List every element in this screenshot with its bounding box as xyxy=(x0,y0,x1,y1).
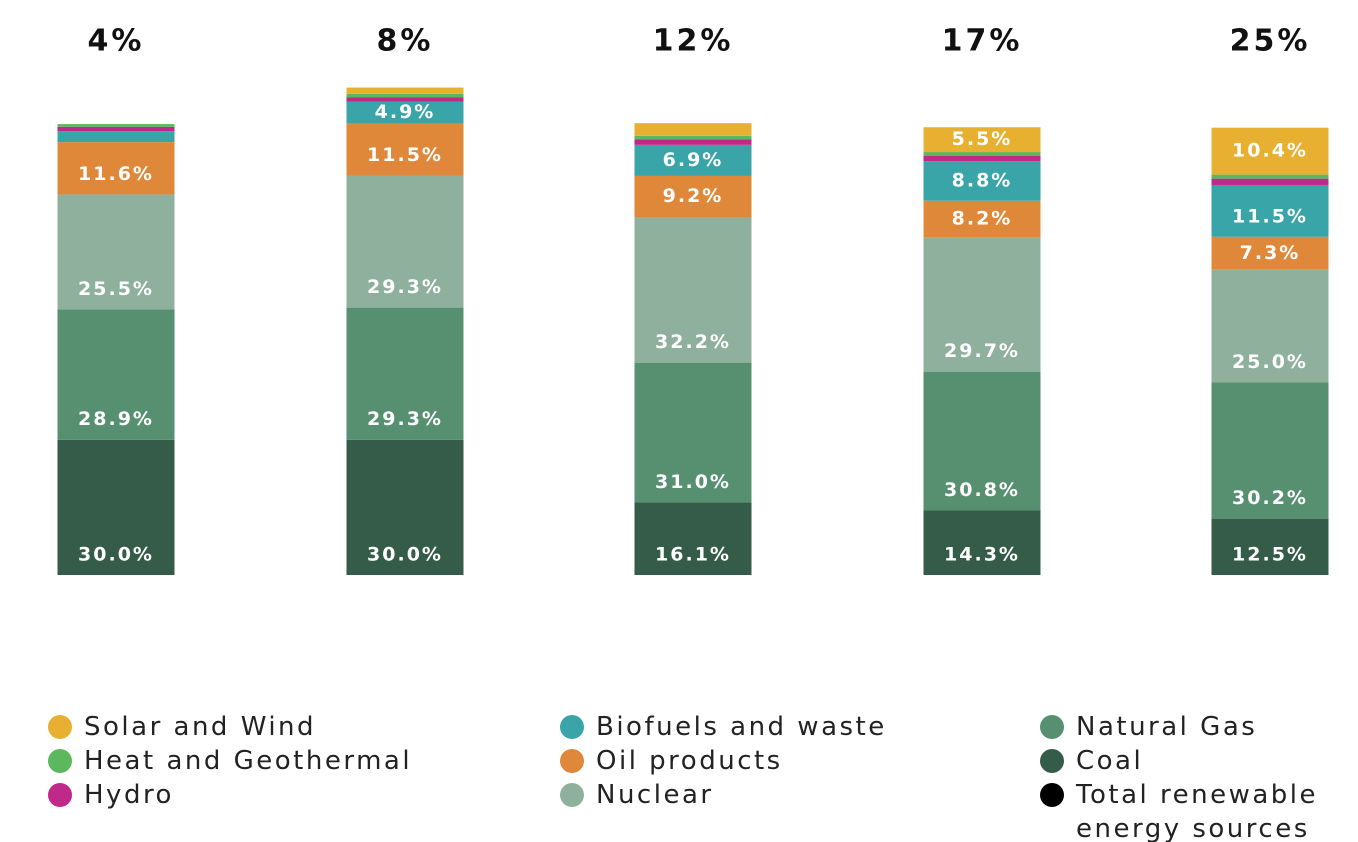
bar-segment xyxy=(346,307,464,440)
legend-swatch xyxy=(1040,749,1064,773)
bar-segment xyxy=(923,127,1041,153)
value-label: 30.0% xyxy=(78,544,154,566)
legend-item: Coal xyxy=(1040,744,1143,778)
value-label: 29.3% xyxy=(367,408,443,430)
legend-label: Natural Gas xyxy=(1076,712,1258,742)
value-label: 5.5% xyxy=(952,128,1013,150)
value-label: 8.2% xyxy=(952,208,1013,230)
value-label: 11.5% xyxy=(367,144,443,166)
legend-item: Heat and Geothermal xyxy=(48,744,412,778)
bar-segment xyxy=(57,124,175,127)
legend-label: Hydro xyxy=(84,780,174,810)
bar-segment xyxy=(1211,178,1329,185)
value-label: 10.4% xyxy=(1232,140,1308,162)
bar-segment xyxy=(346,175,464,308)
bar-segment xyxy=(346,87,464,94)
legend-label: Biofuels and waste xyxy=(596,712,887,742)
value-label: 30.8% xyxy=(944,479,1020,501)
legend-swatch xyxy=(48,749,72,773)
bar-segment xyxy=(346,123,464,176)
legend-label: Coal xyxy=(1076,746,1144,776)
total-label: 25% xyxy=(1230,24,1311,59)
value-label: 16.1% xyxy=(655,544,731,566)
bar-segment xyxy=(346,101,464,124)
bar-segment xyxy=(1211,382,1329,519)
bar-segment xyxy=(634,135,752,140)
legend-item: Total renewable energy sources xyxy=(1040,778,1358,842)
legend-item: Hydro xyxy=(48,778,174,812)
bar-segment xyxy=(923,152,1041,156)
bar-segment xyxy=(1211,518,1329,575)
bar-segment xyxy=(634,123,752,136)
legend-swatch xyxy=(560,783,584,807)
bar-segment xyxy=(346,97,464,102)
bar-segment xyxy=(923,371,1041,511)
value-label: 4.9% xyxy=(375,101,436,123)
bar-segment xyxy=(634,362,752,503)
bar-segment xyxy=(923,510,1041,575)
value-label: 11.6% xyxy=(78,163,154,185)
value-label: 25.5% xyxy=(78,278,154,300)
bar-segment xyxy=(57,309,175,440)
value-label: 9.2% xyxy=(663,185,724,207)
bar-segment xyxy=(57,126,175,132)
value-label: 7.3% xyxy=(1240,242,1301,264)
legend-item: Oil products xyxy=(560,744,783,778)
value-label: 30.2% xyxy=(1232,487,1308,509)
value-label: 28.9% xyxy=(78,408,154,430)
bar-segment xyxy=(346,93,464,98)
bar-segment xyxy=(1211,184,1329,237)
total-label: 12% xyxy=(653,24,734,59)
legend-item: Biofuels and waste xyxy=(560,710,887,744)
bar-segment xyxy=(1211,174,1329,179)
bar-segment xyxy=(634,144,752,176)
value-label: 29.7% xyxy=(944,340,1020,362)
bar-segment xyxy=(57,439,175,575)
bar-segment xyxy=(1211,236,1329,270)
legend-item: Solar and Wind xyxy=(48,710,316,744)
chart: 30.0% 28.9% 25.5% 11.6% 4% 30.0% 29.3% 29.3% 11.… xyxy=(57,24,1329,575)
value-label: 11.5% xyxy=(1232,205,1308,227)
legend-swatch xyxy=(1040,783,1064,807)
bar-segment xyxy=(57,142,175,195)
legend-swatch xyxy=(1040,715,1064,739)
legend-label: Total renewable energy sources xyxy=(1076,780,1318,842)
value-label: 8.8% xyxy=(952,169,1013,191)
bar-segment xyxy=(923,155,1041,162)
value-label: 25.0% xyxy=(1232,351,1308,373)
value-label: 31.0% xyxy=(655,471,731,493)
legend-label: Heat and Geothermal xyxy=(84,746,413,776)
value-label: 12.5% xyxy=(1232,544,1308,566)
total-label: 8% xyxy=(377,24,434,59)
legend-swatch xyxy=(560,749,584,773)
legend-swatch xyxy=(560,715,584,739)
bar-segment xyxy=(57,131,175,143)
bar-segment xyxy=(634,139,752,145)
total-label: 4% xyxy=(88,24,145,59)
bar-segment xyxy=(634,217,752,363)
legend-item: Nuclear xyxy=(560,778,714,812)
value-label: 30.0% xyxy=(367,544,443,566)
bar-segment xyxy=(923,237,1041,372)
bar-segment xyxy=(346,439,464,575)
legend-label: Solar and Wind xyxy=(84,712,317,742)
bar-segment xyxy=(1211,269,1329,383)
legend-label: Oil products xyxy=(596,746,783,776)
bar-segment xyxy=(634,175,752,218)
value-label: 6.9% xyxy=(663,149,724,171)
legend-swatch xyxy=(48,715,72,739)
legend-item: Natural Gas xyxy=(1040,710,1257,744)
bar-segment xyxy=(1211,127,1329,175)
bar-segment xyxy=(57,194,175,310)
value-label: 29.3% xyxy=(367,276,443,298)
value-label: 14.3% xyxy=(944,544,1020,566)
bar-segment xyxy=(923,161,1041,201)
bar-segment xyxy=(634,502,752,575)
bar-segment xyxy=(923,200,1041,238)
value-label: 32.2% xyxy=(655,331,731,353)
legend-label: Nuclear xyxy=(596,780,714,810)
legend-swatch xyxy=(48,783,72,807)
total-label: 17% xyxy=(942,24,1023,59)
